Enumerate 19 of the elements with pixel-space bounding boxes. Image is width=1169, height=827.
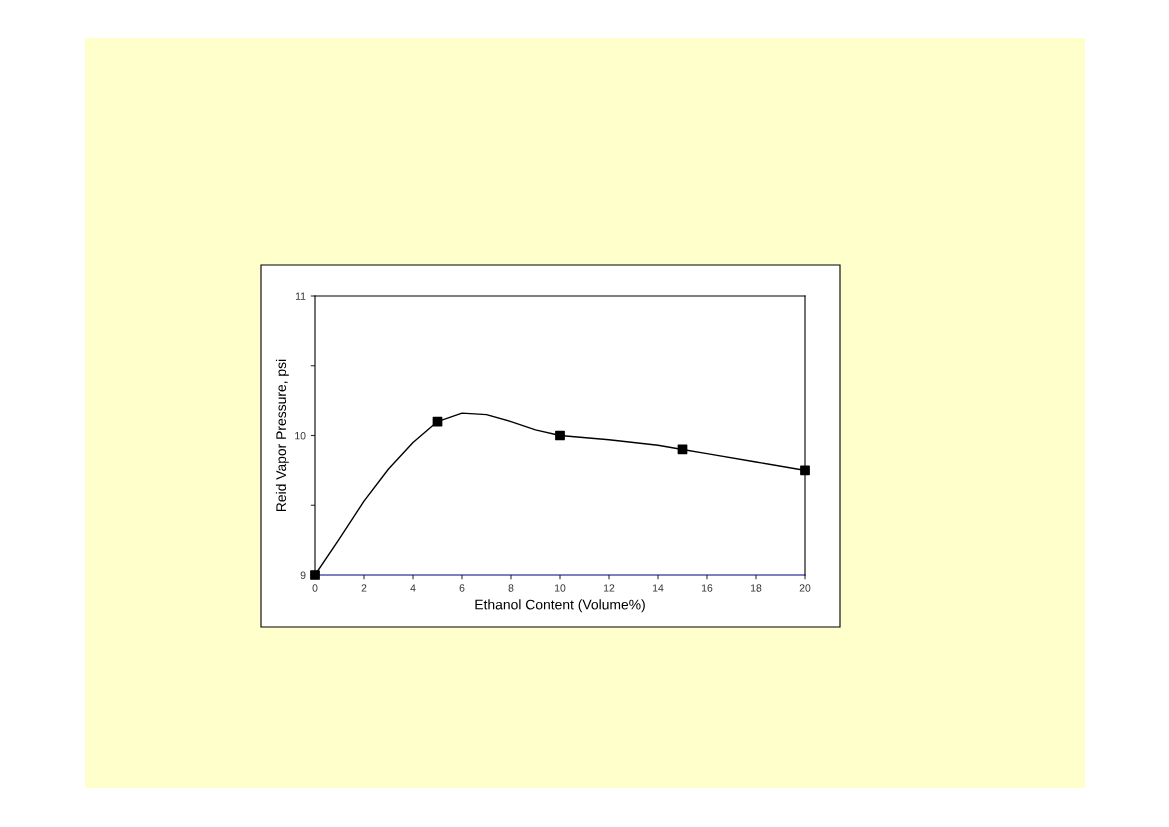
- y-axis-title: Reid Vapor Pressure, psi: [275, 359, 289, 512]
- x-tick-label: 14: [653, 584, 664, 592]
- x-tick-label: 2: [361, 584, 367, 592]
- x-tick-label: 20: [799, 584, 811, 592]
- x-tick-label: 18: [751, 584, 762, 592]
- x-tick-label: 6: [459, 584, 465, 592]
- x-tick-label: 12: [604, 584, 615, 592]
- x-tick-label: 0: [312, 584, 318, 592]
- y-tick-label: 10: [295, 432, 306, 440]
- x-tick-label: 16: [702, 584, 713, 592]
- x-tick-label: 4: [410, 584, 416, 592]
- point: [800, 465, 810, 476]
- y-tick-label: 9: [300, 571, 306, 579]
- x-axis-title: Ethanol Content (Volume%): [475, 599, 645, 613]
- point: [310, 570, 320, 580]
- x-tick-label: 10: [555, 584, 566, 592]
- y-tick-label: 11: [295, 292, 306, 300]
- point: [555, 430, 565, 441]
- x-tick-label: 8: [508, 584, 514, 592]
